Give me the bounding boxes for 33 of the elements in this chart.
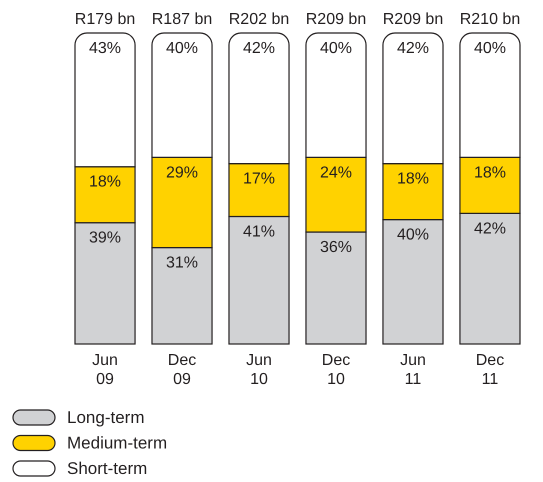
total-label: R179 bn xyxy=(74,11,136,28)
data-label: 40% xyxy=(474,40,506,57)
total-label: R202 bn xyxy=(228,11,290,28)
legend-label: Short-term xyxy=(67,459,148,478)
data-label: 17% xyxy=(242,170,276,188)
x-tick-label: Dec 11 xyxy=(476,352,504,388)
data-label: 24% xyxy=(320,164,352,182)
data-label: 42% xyxy=(242,40,276,57)
data-label: 40% xyxy=(166,40,198,57)
data-label: 42% xyxy=(396,40,429,57)
x-tick-label: Jun 10 xyxy=(246,352,272,388)
total-label: R187 bn xyxy=(152,11,212,28)
x-tick-label: Dec 09 xyxy=(168,352,196,388)
x-tick-label: Jun 09 xyxy=(92,352,118,388)
data-label: 18% xyxy=(396,170,429,188)
data-label: 18% xyxy=(474,164,506,182)
total-label: R210 bn xyxy=(460,11,520,28)
data-label: 41% xyxy=(242,223,276,240)
data-label: 40% xyxy=(396,226,429,244)
data-label: 18% xyxy=(89,174,122,191)
x-tick-label: Dec 10 xyxy=(322,352,350,388)
data-label: 29% xyxy=(166,164,198,182)
legend-label: Long-term xyxy=(67,408,144,427)
x-tick-label: Jun 11 xyxy=(400,352,426,388)
data-label: 42% xyxy=(474,220,506,238)
legend-label: Medium-term xyxy=(67,434,168,452)
data-label: 36% xyxy=(320,239,352,256)
data-label: 43% xyxy=(89,40,122,57)
data-label: 31% xyxy=(166,254,198,272)
data-label: 40% xyxy=(320,40,352,57)
total-label: R209 bn xyxy=(382,11,444,28)
data-label: 39% xyxy=(89,230,122,247)
total-label: R209 bn xyxy=(306,11,366,28)
